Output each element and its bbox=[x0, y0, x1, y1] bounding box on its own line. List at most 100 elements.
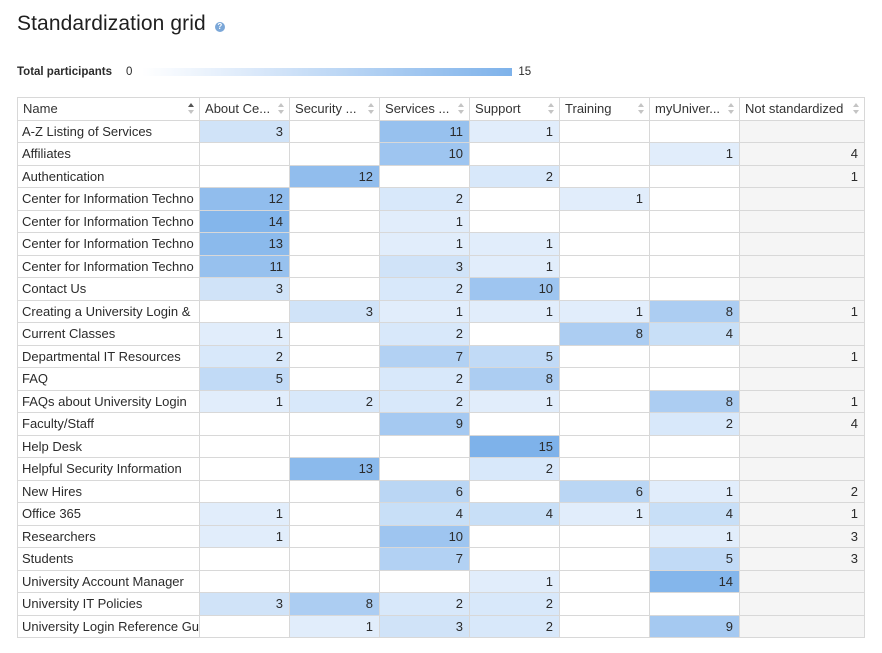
not-standardized-cell bbox=[739, 434, 866, 458]
count-cell: 2 bbox=[379, 389, 471, 413]
count-cell bbox=[469, 142, 561, 166]
count-cell bbox=[199, 614, 291, 638]
count-cell: 14 bbox=[199, 209, 291, 233]
count-cell bbox=[289, 569, 381, 593]
count-cell: 3 bbox=[199, 592, 291, 616]
count-cell bbox=[199, 434, 291, 458]
not-standardized-cell bbox=[739, 592, 866, 616]
row-name-cell: A-Z Listing of Services bbox=[16, 119, 201, 143]
table-row: Authentication 12 2 1 bbox=[16, 164, 866, 188]
sort-icon[interactable] bbox=[458, 103, 465, 115]
count-cell bbox=[559, 119, 651, 143]
row-name-cell: Researchers bbox=[16, 524, 201, 548]
table-row: Students 7 5 3 bbox=[16, 547, 866, 571]
not-standardized-cell bbox=[739, 119, 866, 143]
count-cell bbox=[289, 547, 381, 571]
table-body: A-Z Listing of Services 3 11 1 Affiliates 10 1… bbox=[16, 119, 866, 638]
table-row: A-Z Listing of Services 3 11 1 bbox=[16, 119, 866, 143]
sort-icon[interactable] bbox=[548, 103, 555, 115]
sort-icon[interactable] bbox=[853, 103, 860, 115]
count-cell: 2 bbox=[469, 592, 561, 616]
count-cell: 4 bbox=[649, 322, 741, 346]
count-cell: 2 bbox=[289, 389, 381, 413]
sort-icon[interactable] bbox=[638, 103, 645, 115]
row-name-cell: Help Desk bbox=[16, 434, 201, 458]
row-name-cell: Faculty/Staff bbox=[16, 412, 201, 436]
column-header-about-center[interactable]: About Ce... bbox=[199, 97, 291, 121]
count-cell bbox=[559, 592, 651, 616]
column-header-myuniversity[interactable]: myUniver... bbox=[649, 97, 741, 121]
count-cell: 1 bbox=[289, 614, 381, 638]
count-cell bbox=[469, 412, 561, 436]
count-cell bbox=[469, 187, 561, 211]
not-standardized-cell: 2 bbox=[739, 479, 866, 503]
count-cell bbox=[469, 322, 561, 346]
count-cell: 3 bbox=[289, 299, 381, 323]
table-row: Current Classes 1 2 8 4 bbox=[16, 322, 866, 346]
count-cell bbox=[289, 142, 381, 166]
count-cell: 5 bbox=[469, 344, 561, 368]
count-cell bbox=[469, 209, 561, 233]
column-header-not-standardized[interactable]: Not standardized bbox=[739, 97, 866, 121]
count-cell bbox=[559, 232, 651, 256]
count-cell bbox=[289, 254, 381, 278]
count-cell bbox=[649, 254, 741, 278]
column-header-security[interactable]: Security ... bbox=[289, 97, 381, 121]
count-cell bbox=[559, 164, 651, 188]
not-standardized-cell bbox=[739, 209, 866, 233]
column-header-support[interactable]: Support bbox=[469, 97, 561, 121]
count-cell: 8 bbox=[469, 367, 561, 391]
table-row: University IT Policies 3 8 2 2 bbox=[16, 592, 866, 616]
help-icon[interactable]: ? bbox=[214, 22, 225, 32]
count-cell bbox=[289, 187, 381, 211]
not-standardized-cell: 1 bbox=[739, 164, 866, 188]
count-cell: 8 bbox=[559, 322, 651, 346]
count-cell: 1 bbox=[379, 299, 471, 323]
count-cell: 11 bbox=[199, 254, 291, 278]
count-cell: 1 bbox=[469, 119, 561, 143]
table-row: Departmental IT Resources 2 7 5 1 bbox=[16, 344, 866, 368]
count-cell: 13 bbox=[199, 232, 291, 256]
count-cell bbox=[289, 502, 381, 526]
count-cell bbox=[559, 457, 651, 481]
count-cell bbox=[559, 547, 651, 571]
column-header-training[interactable]: Training bbox=[559, 97, 651, 121]
count-cell bbox=[559, 614, 651, 638]
header-row: Name About Ce... Security ... Services ... S… bbox=[16, 97, 866, 121]
table-row: Center for Information Techno 12 2 1 bbox=[16, 187, 866, 211]
column-header-name[interactable]: Name bbox=[16, 97, 201, 121]
not-standardized-cell bbox=[739, 457, 866, 481]
count-cell bbox=[469, 524, 561, 548]
count-cell bbox=[649, 187, 741, 211]
sort-icon[interactable] bbox=[278, 103, 285, 115]
table-row: Center for Information Techno 14 1 bbox=[16, 209, 866, 233]
count-cell bbox=[379, 164, 471, 188]
count-cell bbox=[199, 412, 291, 436]
legend-min: 0 bbox=[126, 66, 133, 78]
count-cell: 8 bbox=[289, 592, 381, 616]
sort-icon[interactable] bbox=[728, 103, 735, 115]
table-row: New Hires 6 6 1 2 bbox=[16, 479, 866, 503]
not-standardized-cell: 4 bbox=[739, 412, 866, 436]
count-cell: 2 bbox=[199, 344, 291, 368]
count-cell: 1 bbox=[649, 142, 741, 166]
column-header-services[interactable]: Services ... bbox=[379, 97, 471, 121]
page-title: Standardization grid bbox=[17, 12, 206, 35]
count-cell: 1 bbox=[199, 502, 291, 526]
table-row: Researchers 1 10 1 3 bbox=[16, 524, 866, 548]
count-cell bbox=[289, 119, 381, 143]
table-row: University Login Reference Gu 1 3 2 9 bbox=[16, 614, 866, 638]
sort-icon[interactable] bbox=[188, 103, 195, 115]
count-cell bbox=[649, 277, 741, 301]
count-cell bbox=[289, 209, 381, 233]
not-standardized-cell bbox=[739, 254, 866, 278]
sort-icon[interactable] bbox=[368, 103, 375, 115]
not-standardized-cell: 3 bbox=[739, 547, 866, 571]
count-cell: 2 bbox=[379, 277, 471, 301]
count-cell: 5 bbox=[649, 547, 741, 571]
count-cell: 4 bbox=[379, 502, 471, 526]
count-cell bbox=[289, 344, 381, 368]
count-cell bbox=[649, 344, 741, 368]
count-cell: 1 bbox=[559, 299, 651, 323]
count-cell bbox=[199, 547, 291, 571]
